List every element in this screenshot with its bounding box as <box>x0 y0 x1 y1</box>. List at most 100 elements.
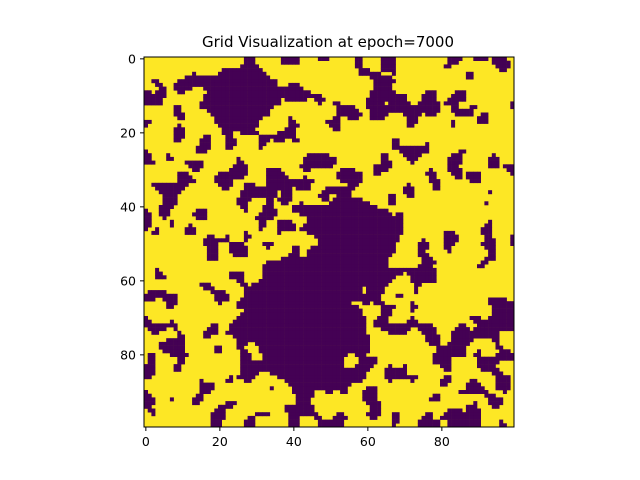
heatmap-cell <box>251 419 256 424</box>
heatmap-cell <box>277 319 282 324</box>
heatmap-cell <box>399 149 404 154</box>
heatmap-cell <box>288 353 293 357</box>
heatmap-cell <box>432 271 437 276</box>
heatmap-cell <box>232 271 237 276</box>
heatmap-cell <box>306 293 311 298</box>
heatmap-cell <box>295 86 300 91</box>
heatmap-cell <box>262 267 267 272</box>
heatmap-cell <box>321 271 326 276</box>
heatmap-cell <box>484 390 489 394</box>
heatmap-cell <box>329 301 333 306</box>
heatmap-cell <box>488 397 493 402</box>
heatmap-cell <box>377 282 382 287</box>
heatmap-cell <box>314 312 319 317</box>
heatmap-cell <box>325 386 330 391</box>
heatmap-cell <box>388 193 393 198</box>
heatmap-cell <box>181 116 185 121</box>
heatmap-cell <box>366 275 370 280</box>
heatmap-cell <box>317 193 322 198</box>
heatmap-cell <box>406 153 411 158</box>
heatmap-cell <box>351 197 356 202</box>
heatmap-cell <box>295 60 300 65</box>
heatmap-cell <box>299 375 304 380</box>
heatmap-cell <box>310 219 315 224</box>
heatmap-cell <box>506 378 511 383</box>
heatmap-cell <box>399 230 404 235</box>
heatmap-cell <box>306 267 311 272</box>
heatmap-cell <box>292 253 296 258</box>
heatmap-cell <box>366 238 370 243</box>
heatmap-cell <box>225 182 230 187</box>
heatmap-cell <box>373 293 378 298</box>
heatmap-cell <box>299 334 304 339</box>
heatmap-cell <box>332 242 337 246</box>
heatmap-cell <box>151 182 156 187</box>
heatmap-cell <box>384 68 389 73</box>
heatmap-cell <box>495 57 500 61</box>
x-tick-label: 20 <box>212 434 228 449</box>
heatmap-cell <box>232 82 237 87</box>
heatmap-cell <box>388 367 393 372</box>
heatmap-cell <box>325 353 330 357</box>
heatmap-cell <box>340 364 345 369</box>
heatmap-cell <box>310 208 315 213</box>
heatmap-cell <box>351 201 356 206</box>
heatmap-cell <box>266 412 271 417</box>
heatmap-cell <box>203 286 208 291</box>
heatmap-cell <box>454 60 459 65</box>
heatmap-cell <box>343 386 348 391</box>
heatmap-cell <box>421 94 426 98</box>
heatmap-cell <box>169 219 174 224</box>
heatmap-cell <box>317 378 322 383</box>
heatmap-cell <box>336 353 341 357</box>
heatmap-cell <box>295 334 300 339</box>
heatmap-cell <box>243 108 248 113</box>
heatmap-cell <box>262 212 267 217</box>
heatmap-cell <box>399 101 404 106</box>
heatmap-cell <box>343 238 348 243</box>
heatmap-cell <box>280 327 285 332</box>
heatmap-cell <box>162 216 167 221</box>
heatmap-cell <box>384 323 389 328</box>
heatmap-cell <box>347 316 352 320</box>
heatmap-cell <box>391 227 396 232</box>
heatmap-cell <box>351 378 356 383</box>
heatmap-cell <box>340 282 345 287</box>
heatmap-cell <box>203 138 208 143</box>
heatmap-cell <box>377 97 382 102</box>
heatmap-cell <box>343 223 348 228</box>
heatmap-cell <box>243 308 248 313</box>
heatmap-cell <box>232 127 237 132</box>
heatmap-cell <box>454 327 459 332</box>
heatmap-cell <box>292 408 296 413</box>
heatmap-cell <box>403 97 407 102</box>
heatmap-cell <box>425 327 430 332</box>
heatmap-cell <box>314 375 319 380</box>
heatmap-cell <box>384 282 389 287</box>
heatmap-cell <box>384 271 389 276</box>
heatmap-cell <box>321 386 326 391</box>
heatmap-cell <box>336 334 341 339</box>
heatmap-cell <box>491 327 496 332</box>
heatmap-cell <box>277 297 282 302</box>
heatmap-cell <box>269 330 274 335</box>
heatmap-cell <box>147 90 152 95</box>
heatmap-cell <box>162 323 167 328</box>
heatmap-cell <box>273 97 278 102</box>
heatmap-cell <box>380 57 385 61</box>
heatmap-cell <box>162 182 167 187</box>
heatmap-cell <box>273 323 278 328</box>
heatmap-cell <box>258 86 263 91</box>
heatmap-cell <box>391 423 396 428</box>
heatmap-cell <box>317 153 322 158</box>
heatmap-cell <box>303 367 308 372</box>
heatmap-cell <box>269 168 274 172</box>
heatmap-cell <box>395 327 400 332</box>
heatmap-cell <box>266 282 271 287</box>
heatmap-cell <box>144 401 148 406</box>
heatmap-cell <box>321 360 326 365</box>
heatmap-cell <box>369 234 374 239</box>
heatmap-cell <box>225 138 230 143</box>
heatmap-cell <box>188 82 193 87</box>
heatmap-cell <box>303 404 308 409</box>
